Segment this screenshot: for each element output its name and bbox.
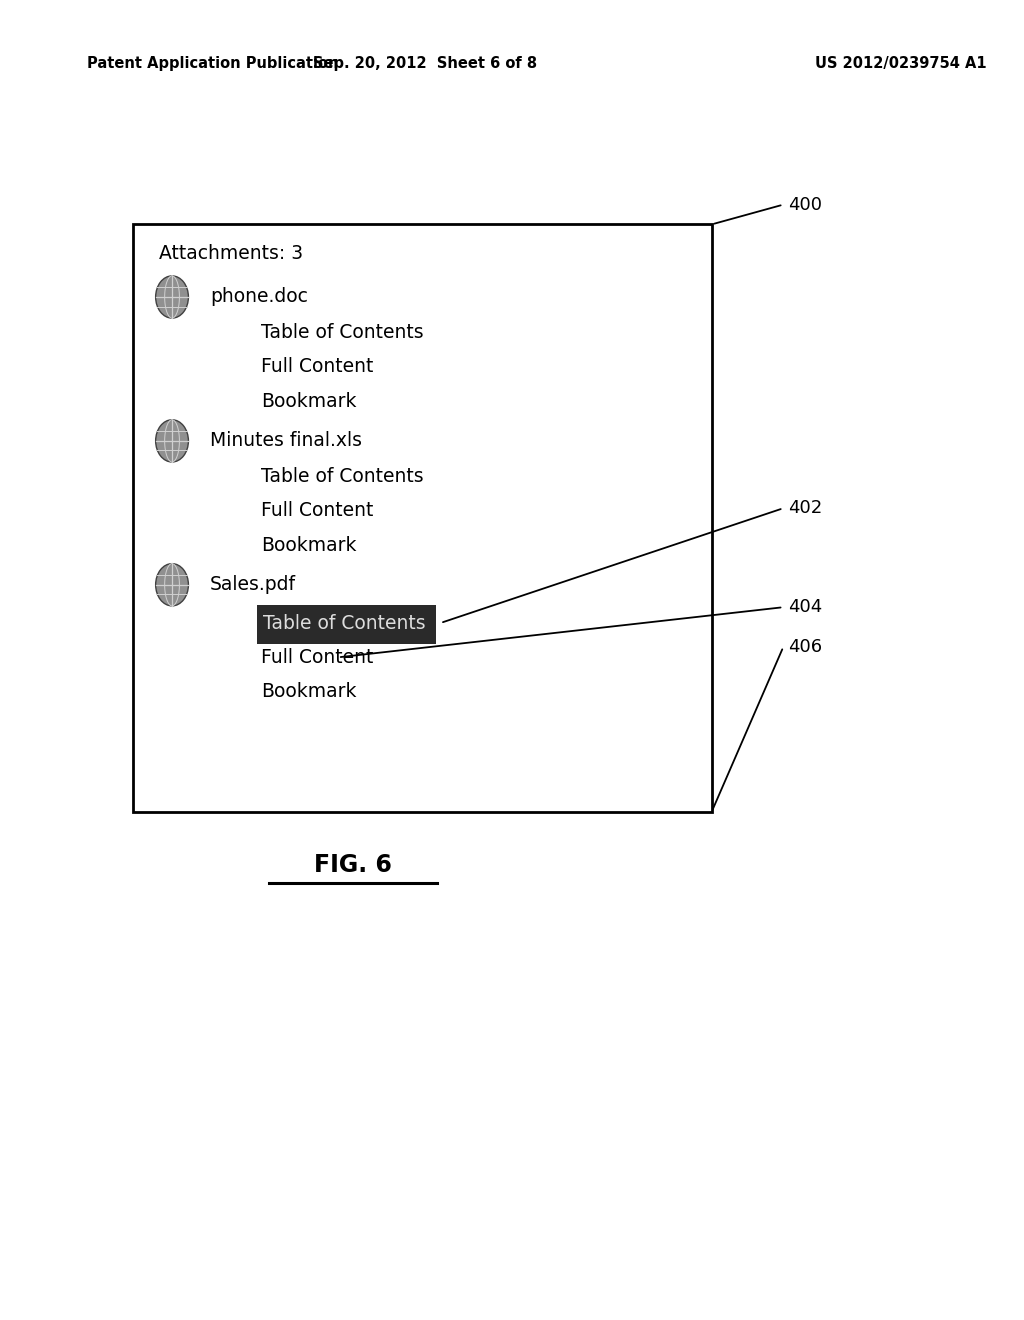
Text: Attachments: 3: Attachments: 3 <box>159 244 303 263</box>
Text: Sep. 20, 2012  Sheet 6 of 8: Sep. 20, 2012 Sheet 6 of 8 <box>313 55 537 71</box>
Text: Minutes final.xls: Minutes final.xls <box>210 432 361 450</box>
Text: Bookmark: Bookmark <box>261 536 356 554</box>
Text: Full Content: Full Content <box>261 358 374 376</box>
Circle shape <box>156 420 188 462</box>
Circle shape <box>156 276 188 318</box>
Text: FIG. 6: FIG. 6 <box>314 853 392 876</box>
Text: Table of Contents: Table of Contents <box>261 323 424 342</box>
Text: Bookmark: Bookmark <box>261 682 356 701</box>
Text: 404: 404 <box>788 598 822 616</box>
Text: Table of Contents: Table of Contents <box>263 614 426 632</box>
Text: Bookmark: Bookmark <box>261 392 356 411</box>
Text: phone.doc: phone.doc <box>210 288 308 306</box>
Text: US 2012/0239754 A1: US 2012/0239754 A1 <box>815 55 987 71</box>
Text: 400: 400 <box>788 195 822 214</box>
Text: 402: 402 <box>788 499 822 517</box>
Text: Full Content: Full Content <box>261 648 374 667</box>
Text: Full Content: Full Content <box>261 502 374 520</box>
Text: Table of Contents: Table of Contents <box>261 467 424 486</box>
Circle shape <box>156 564 188 606</box>
Bar <box>257 605 436 644</box>
Bar <box>133 224 712 812</box>
Text: Patent Application Publication: Patent Application Publication <box>87 55 339 71</box>
Text: 406: 406 <box>788 638 822 656</box>
Text: Sales.pdf: Sales.pdf <box>210 576 296 594</box>
